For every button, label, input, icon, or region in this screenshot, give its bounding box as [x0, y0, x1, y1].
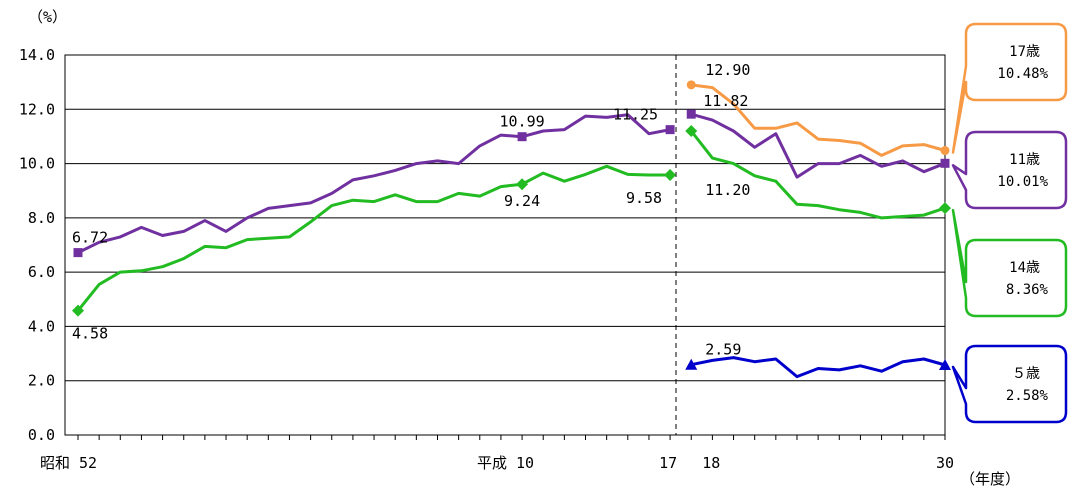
data-label: 4.58 [72, 325, 108, 343]
series-3 [690, 356, 946, 379]
callout-box [951, 208, 1068, 318]
callout: 17歳 10.48% [951, 22, 1068, 154]
y-unit-label: （%） [28, 8, 67, 26]
callout-name: 14歳 [1009, 260, 1040, 276]
callout-value: 2.58% [1006, 388, 1049, 404]
series-line [690, 356, 946, 379]
callout-box [951, 344, 1068, 424]
y-tick-label: 4.0 [28, 317, 55, 335]
callout-box [951, 22, 1068, 154]
data-point [686, 80, 696, 90]
data-point [940, 158, 950, 168]
x-tick-label: 18 [702, 454, 720, 472]
y-axis: 0.0 2.0 4.0 6.0 8.0 10.0 12.0 14.0 [19, 46, 55, 444]
data-point [940, 146, 950, 156]
data-point [664, 168, 677, 181]
data-label: 9.58 [626, 189, 662, 207]
data-point [73, 248, 83, 258]
series-line [690, 112, 946, 179]
callouts: 17歳 10.48% 11歳 10.01% 14歳 8.36% ５歳 2.58% [951, 22, 1068, 424]
data-point [517, 132, 527, 142]
x-tick-label: 30 [936, 454, 954, 472]
y-tick-label: 14.0 [19, 46, 55, 64]
callout-name: ５歳 [1012, 366, 1040, 382]
series-line [76, 164, 671, 312]
x-tick-label: 昭和 52 [40, 454, 97, 472]
y-tick-label: 2.0 [28, 372, 55, 390]
data-label: 10.99 [499, 113, 544, 131]
x-tick-label: 17 [659, 454, 677, 472]
data-point [516, 178, 529, 191]
data-label: 11.82 [703, 92, 748, 110]
series-0 [77, 112, 946, 254]
series-group [72, 80, 951, 379]
series-line [691, 83, 946, 157]
plot-frame [64, 54, 946, 436]
data-point [685, 358, 698, 370]
y-tick-label: 8.0 [28, 209, 55, 227]
data-label: 11.25 [613, 106, 658, 124]
y-tick-label: 10.0 [19, 155, 55, 173]
data-label: 11.20 [705, 181, 750, 199]
data-point [686, 109, 696, 119]
data-label: 12.90 [705, 61, 750, 79]
y-tick-label: 0.0 [28, 426, 55, 444]
x-unit-label: （年度） [960, 470, 1020, 488]
callout-value: 10.01% [997, 174, 1048, 190]
series-line [77, 113, 671, 254]
callout-name: 17歳 [1009, 44, 1040, 60]
y-tick-label: 12.0 [19, 100, 55, 118]
x-tick-label: 平成 10 [477, 454, 534, 472]
data-label: 9.24 [504, 192, 540, 210]
data-point [685, 125, 698, 137]
data-label: 6.72 [72, 229, 108, 247]
data-labels: 6.72 4.58 10.99 9.24 11.25 9.58 12.90 11.82 11.2… [72, 61, 750, 359]
callout: ５歳 2.58% [951, 344, 1068, 424]
y-tick-label: 6.0 [28, 263, 55, 281]
callout-value: 10.48% [997, 66, 1048, 82]
callout: 14歳 8.36% [951, 208, 1068, 318]
grid [64, 54, 946, 436]
x-axis: 昭和 52 平成 10 17 18 30 [40, 435, 954, 472]
series-line [690, 130, 946, 220]
data-point [939, 358, 951, 370]
callout-name: 11歳 [1009, 152, 1040, 168]
data-label: 2.59 [705, 341, 741, 359]
data-point [939, 202, 951, 215]
series-1 [76, 130, 946, 312]
data-point [72, 304, 84, 317]
series-2 [691, 83, 946, 157]
data-point [665, 125, 675, 135]
callout: 11歳 10.01% [951, 130, 1068, 210]
callout-box [951, 130, 1068, 210]
callout-value: 8.36% [1006, 282, 1049, 298]
